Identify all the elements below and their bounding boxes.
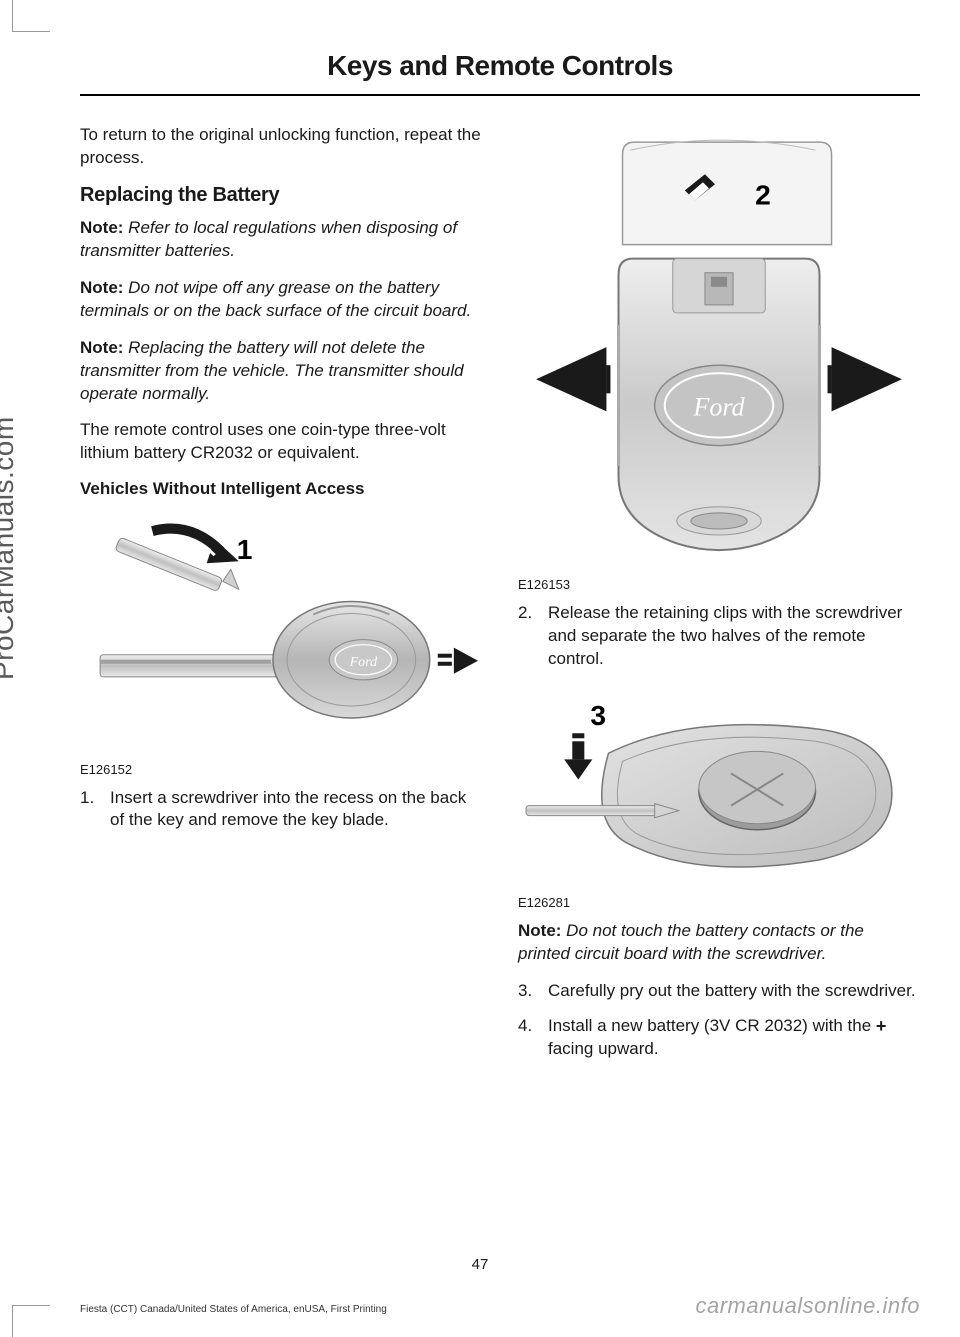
step-4: Install a new battery (3V CR 2032) with … — [518, 1015, 920, 1061]
figure-callout-3: 3 — [590, 700, 606, 731]
subheading-without-intelligent-access: Vehicles Without Intelligent Access — [80, 479, 482, 499]
figure-caption-1: E126152 — [80, 762, 482, 777]
left-column: To return to the original unlocking func… — [80, 124, 482, 1073]
chapter-title: Keys and Remote Controls — [80, 50, 920, 96]
figure-remote-separate: Ford 2 — [518, 124, 920, 566]
note-2: Note: Do not wipe off any grease on the … — [80, 277, 482, 323]
note-label: Note: — [80, 278, 123, 297]
figure-battery-pry: 3 — [518, 683, 920, 884]
battery-info: The remote control uses one coin-type th… — [80, 419, 482, 465]
plus-icon: + — [876, 1017, 887, 1035]
note-3: Note: Replacing the battery will not del… — [80, 337, 482, 406]
step-3: Carefully pry out the battery with the s… — [518, 980, 920, 1003]
page-number: 47 — [0, 1256, 960, 1273]
step-2: Release the retaining clips with the scr… — [518, 602, 920, 671]
right-column: Ford 2 E126153 Release the retaining cli… — [518, 124, 920, 1073]
svg-text:Ford: Ford — [692, 392, 745, 421]
figure-caption-2: E126153 — [518, 577, 920, 592]
side-watermark: ProCarManuals.com — [0, 416, 20, 680]
note-label: Note: — [518, 921, 561, 940]
svg-text:Ford: Ford — [349, 654, 379, 670]
step-4-text-b: facing upward. — [548, 1039, 659, 1058]
note-4: Note: Do not touch the battery contacts … — [518, 920, 920, 966]
figure-callout-2: 2 — [755, 179, 771, 210]
note-label: Note: — [80, 338, 123, 357]
note-text: Replacing the battery will not delete th… — [80, 338, 464, 403]
figure-caption-3: E126281 — [518, 895, 920, 910]
note-label: Note: — [80, 218, 123, 237]
step-4-text-a: Install a new battery (3V CR 2032) with … — [548, 1016, 876, 1035]
page-frame-corner-top — [12, 0, 50, 32]
step-list-right-b: Carefully pry out the battery with the s… — [518, 980, 920, 1061]
intro-paragraph: To return to the original unlocking func… — [80, 124, 482, 170]
note-text: Refer to local regulations when disposin… — [80, 218, 457, 260]
footer-left: Fiesta (CCT) Canada/United States of Ame… — [80, 1304, 387, 1315]
page-frame-corner-bottom — [12, 1305, 50, 1337]
page-content: Keys and Remote Controls To return to th… — [80, 50, 920, 1257]
step-list-left: Insert a screwdriver into the recess on … — [80, 787, 482, 833]
figure-callout-1: 1 — [237, 535, 253, 566]
footer-right-watermark: carmanualsonline.info — [695, 1293, 920, 1319]
figure-key-blade-removal: Ford 1 — [80, 509, 482, 750]
step-list-right-a: Release the retaining clips with the scr… — [518, 602, 920, 671]
note-1: Note: Refer to local regulations when di… — [80, 217, 482, 263]
note-text: Do not wipe off any grease on the batter… — [80, 278, 471, 320]
step-1: Insert a screwdriver into the recess on … — [80, 787, 482, 833]
section-heading-replacing-battery: Replacing the Battery — [80, 184, 482, 207]
two-column-layout: To return to the original unlocking func… — [80, 124, 920, 1073]
note-text: Do not touch the battery contacts or the… — [518, 921, 864, 963]
